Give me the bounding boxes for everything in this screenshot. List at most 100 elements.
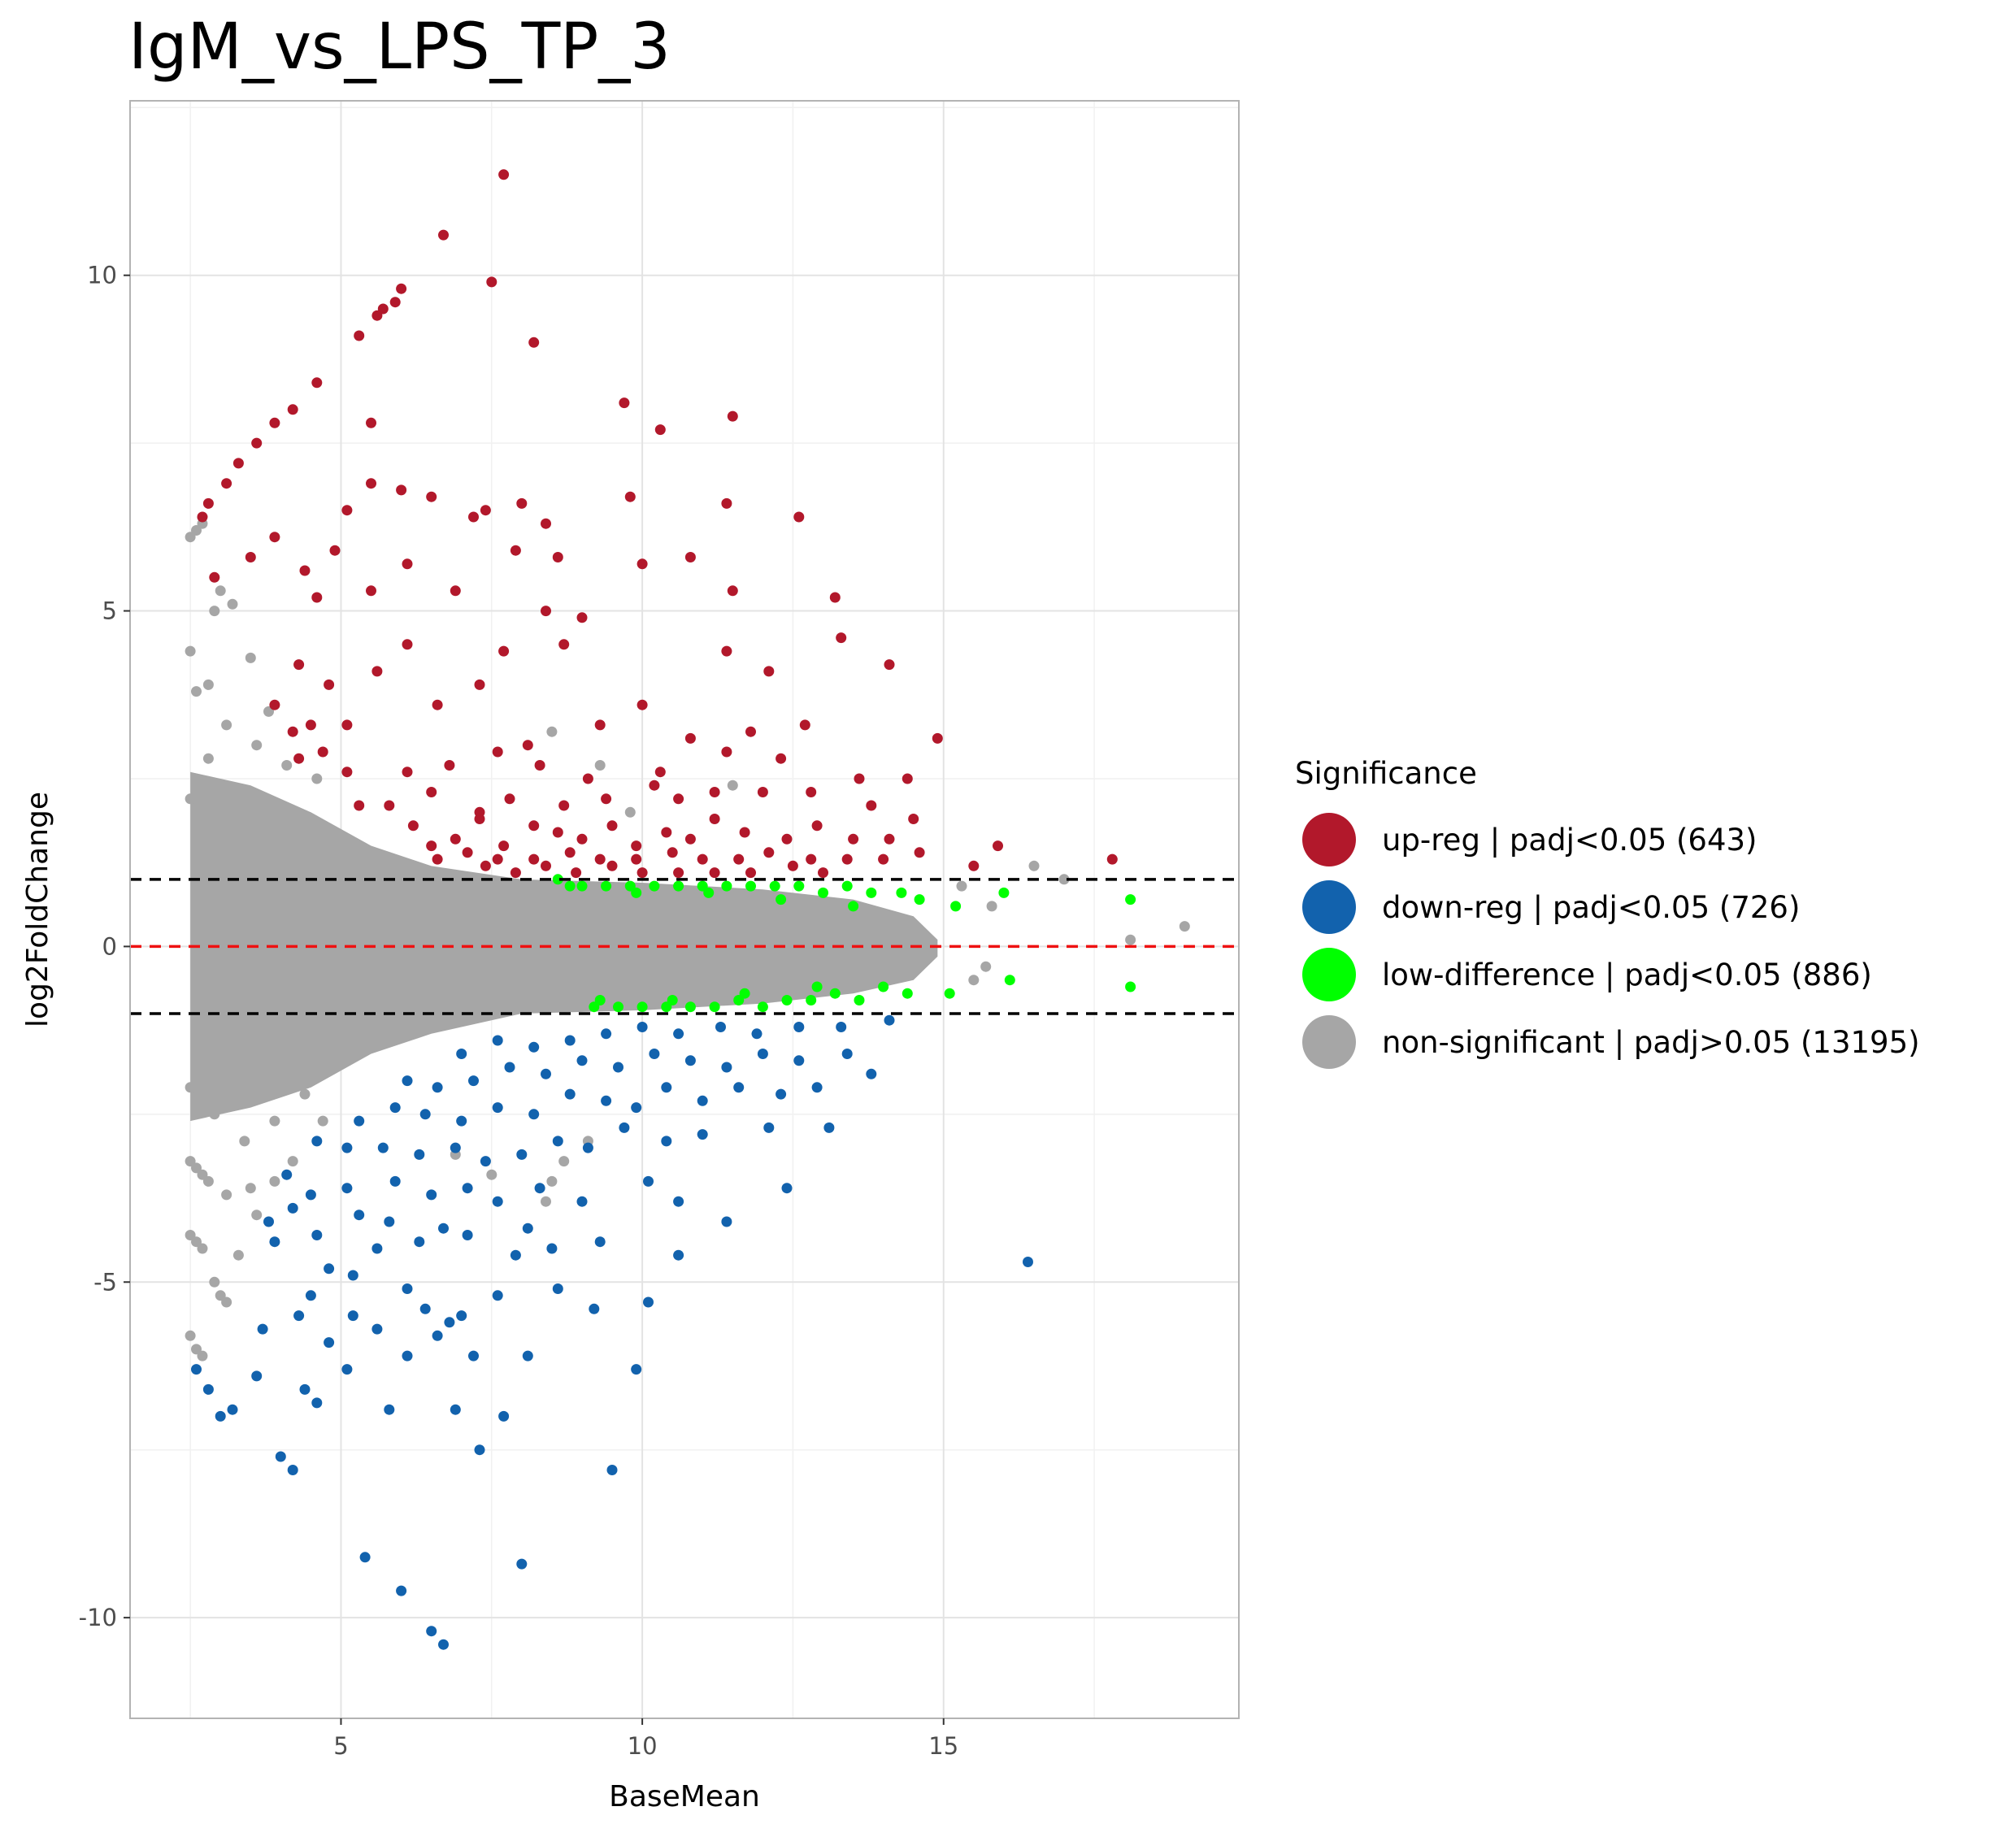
point-up-reg	[594, 853, 606, 865]
point-up-reg	[654, 767, 666, 778]
point-up-reg	[558, 639, 570, 650]
point-up-reg	[818, 867, 828, 879]
point-up-reg	[709, 867, 720, 879]
point-up-reg	[624, 491, 636, 502]
point-up-reg	[637, 558, 648, 570]
point-up-reg	[480, 505, 491, 516]
point-up-reg	[438, 229, 449, 241]
point-down-reg	[492, 1290, 503, 1301]
point-non-significant	[968, 975, 980, 986]
point-up-reg	[541, 860, 551, 871]
point-non-significant	[1058, 874, 1070, 885]
point-up-reg	[709, 814, 720, 824]
point-up-reg	[684, 732, 696, 744]
point-up-reg	[492, 746, 503, 758]
point-non-significant	[624, 806, 636, 818]
point-up-reg	[480, 860, 491, 871]
point-down-reg	[257, 1323, 268, 1335]
point-up-reg	[914, 847, 925, 858]
point-down-reg	[757, 1049, 768, 1059]
point-low-difference	[667, 995, 678, 1005]
point-down-reg	[324, 1337, 335, 1348]
point-down-reg	[601, 1095, 612, 1106]
point-up-reg	[402, 558, 413, 570]
point-up-reg	[787, 860, 798, 871]
point-down-reg	[516, 1558, 528, 1570]
point-down-reg	[305, 1189, 316, 1201]
point-down-reg	[462, 1230, 473, 1240]
point-low-difference	[697, 880, 708, 892]
point-down-reg	[541, 1068, 551, 1079]
point-down-reg	[643, 1175, 654, 1187]
y-tick-label: 10	[87, 262, 117, 289]
point-up-reg	[366, 585, 376, 597]
point-up-reg	[841, 853, 853, 865]
point-non-significant	[956, 880, 967, 892]
point-up-reg	[498, 645, 510, 657]
y-axis-title: log2FoldChange	[21, 792, 54, 1027]
point-low-difference	[601, 880, 612, 892]
point-down-reg	[697, 1095, 708, 1106]
point-up-reg	[402, 767, 413, 778]
point-low-difference	[1125, 981, 1136, 992]
point-down-reg	[637, 1022, 648, 1032]
point-non-significant	[546, 1175, 558, 1187]
point-down-reg	[673, 1028, 684, 1040]
point-non-significant	[245, 1183, 256, 1194]
point-down-reg	[576, 1196, 588, 1207]
point-down-reg	[414, 1236, 425, 1248]
point-down-reg	[564, 1035, 576, 1046]
point-down-reg	[384, 1216, 395, 1227]
point-down-reg	[432, 1082, 443, 1093]
point-down-reg	[275, 1451, 286, 1462]
point-non-significant	[202, 753, 214, 764]
point-low-difference	[950, 901, 962, 912]
reference-lines	[130, 878, 1239, 1015]
point-non-significant	[980, 961, 992, 972]
point-low-difference	[914, 894, 925, 905]
point-up-reg	[251, 437, 263, 449]
point-up-reg	[721, 645, 732, 657]
point-up-reg	[311, 377, 323, 389]
point-down-reg	[594, 1236, 606, 1248]
point-low-difference	[594, 995, 606, 1005]
point-down-reg	[528, 1041, 540, 1053]
point-up-reg	[631, 853, 642, 865]
point-down-reg	[414, 1149, 425, 1160]
point-up-reg	[727, 585, 738, 597]
point-low-difference	[848, 901, 859, 912]
point-down-reg	[823, 1122, 835, 1133]
point-down-reg	[510, 1249, 521, 1261]
point-non-significant	[191, 525, 202, 536]
point-up-reg	[534, 760, 545, 771]
point-down-reg	[528, 1109, 540, 1120]
point-up-reg	[571, 867, 582, 879]
point-low-difference	[709, 1001, 720, 1013]
point-up-reg	[287, 726, 298, 737]
point-down-reg	[492, 1035, 503, 1046]
point-down-reg	[751, 1028, 763, 1040]
point-down-reg	[426, 1189, 437, 1201]
point-non-significant	[558, 1156, 570, 1167]
point-up-reg	[293, 659, 305, 671]
point-down-reg	[450, 1404, 461, 1415]
point-up-reg	[552, 827, 563, 838]
point-down-reg	[462, 1183, 473, 1194]
point-up-reg	[606, 820, 618, 832]
point-up-reg	[468, 511, 479, 523]
point-down-reg	[202, 1383, 214, 1395]
point-down-reg	[347, 1270, 358, 1281]
point-up-reg	[287, 404, 298, 415]
point-down-reg	[661, 1136, 672, 1147]
point-up-reg	[516, 497, 528, 509]
point-down-reg	[474, 1444, 485, 1456]
point-down-reg	[534, 1183, 545, 1194]
point-low-difference	[896, 887, 907, 898]
point-up-reg	[232, 458, 244, 469]
point-down-reg	[299, 1383, 311, 1395]
point-non-significant	[251, 1209, 263, 1221]
point-up-reg	[727, 410, 738, 422]
point-down-reg	[721, 1216, 732, 1227]
point-down-reg	[589, 1303, 600, 1314]
